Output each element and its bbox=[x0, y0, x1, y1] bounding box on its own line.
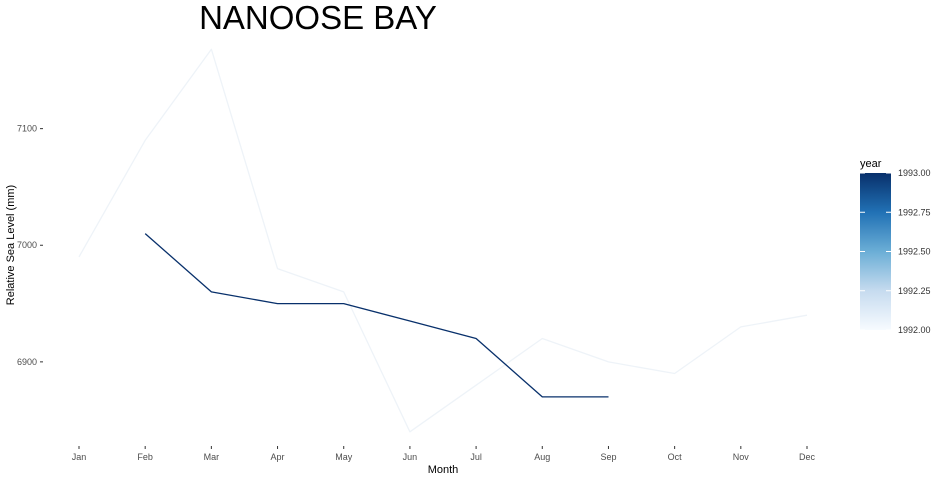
legend-tick-label: 1993.00 bbox=[898, 168, 931, 178]
x-axis-title: Month bbox=[428, 464, 459, 476]
legend-tick-label: 1992.25 bbox=[898, 286, 931, 296]
x-tick-label: Feb bbox=[137, 452, 153, 462]
legend-title: year bbox=[860, 158, 882, 170]
x-tick-label: Oct bbox=[668, 452, 683, 462]
legend-ticks: 1992.00 1992.25 1992.50 1992.75 1993.00 bbox=[860, 168, 931, 335]
series-line-1992 bbox=[78, 48, 808, 433]
x-tick-label: Nov bbox=[733, 452, 750, 462]
legend-tick-label: 1992.50 bbox=[898, 247, 931, 257]
x-tick-label: Mar bbox=[204, 452, 220, 462]
x-tick-label: Dec bbox=[799, 452, 816, 462]
series-line-1993 bbox=[144, 233, 609, 398]
chart-title: NANOOSE BAY bbox=[199, 0, 437, 36]
y-tick-label: 6900 bbox=[17, 357, 37, 367]
x-tick-label: Jun bbox=[403, 452, 418, 462]
legend-colorbar bbox=[860, 173, 891, 330]
x-tick-label: Apr bbox=[271, 452, 285, 462]
x-tick-label: May bbox=[335, 452, 353, 462]
y-axis: 6900 7000 7100 bbox=[17, 124, 43, 367]
color-legend: year 1992.00 1992.25 1992.50 1992.75 1993.00 bbox=[860, 158, 931, 335]
x-axis: Jan Feb Mar Apr May Jun Jul Aug Sep Oct Nov Dec bbox=[72, 446, 816, 462]
legend-tick-label: 1992.75 bbox=[898, 207, 931, 217]
y-tick-label: 7100 bbox=[17, 124, 37, 134]
y-tick-label: 7000 bbox=[17, 240, 37, 250]
x-tick-label: Jul bbox=[470, 452, 482, 462]
x-tick-label: Sep bbox=[600, 452, 616, 462]
x-tick-label: Aug bbox=[534, 452, 550, 462]
legend-tick-label: 1992.00 bbox=[898, 325, 931, 335]
series-layer bbox=[78, 48, 808, 433]
x-tick-label: Jan bbox=[72, 452, 87, 462]
y-axis-title: Relative Sea Level (mm) bbox=[5, 185, 17, 305]
